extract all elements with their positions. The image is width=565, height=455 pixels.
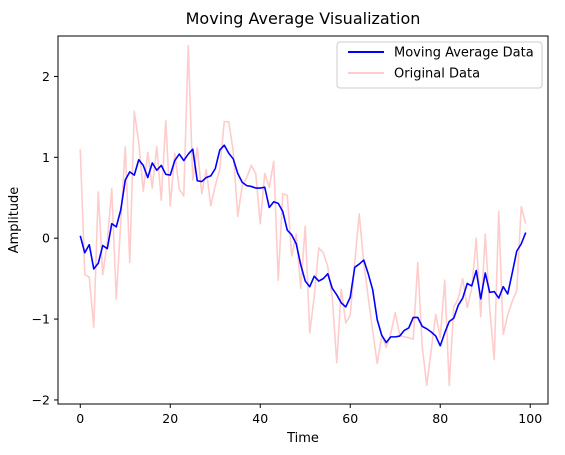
series-line-original-data (79, 44, 527, 387)
y-axis: −2 −1 0 1 2 (32, 69, 58, 407)
series-line-moving-average (79, 144, 527, 347)
y-tick-label: 1 (42, 150, 50, 165)
series-layer (79, 44, 527, 387)
x-tick-label: 20 (162, 411, 178, 426)
x-axis: 0 20 40 60 80 100 (76, 404, 542, 426)
x-axis-label: Time (286, 431, 319, 446)
x-tick-label: 60 (342, 411, 358, 426)
x-tick-label: 80 (432, 411, 448, 426)
y-tick-label: 0 (42, 231, 50, 246)
y-tick-label: −2 (32, 392, 50, 407)
y-tick-label: 2 (42, 69, 50, 84)
y-tick-label: −1 (32, 312, 50, 327)
chart-title: Moving Average Visualization (186, 9, 421, 28)
legend: Moving Average Data Original Data (336, 41, 543, 89)
x-tick-label: 40 (252, 411, 268, 426)
x-tick-label: 100 (518, 411, 542, 426)
x-tick-label: 0 (76, 411, 84, 426)
legend-label-moving-average: Moving Average Data (394, 46, 534, 61)
legend-box (336, 41, 543, 89)
y-axis-label: Amplitude (7, 187, 22, 254)
plot-frame (57, 35, 549, 405)
legend-label-original-data: Original Data (394, 67, 480, 82)
